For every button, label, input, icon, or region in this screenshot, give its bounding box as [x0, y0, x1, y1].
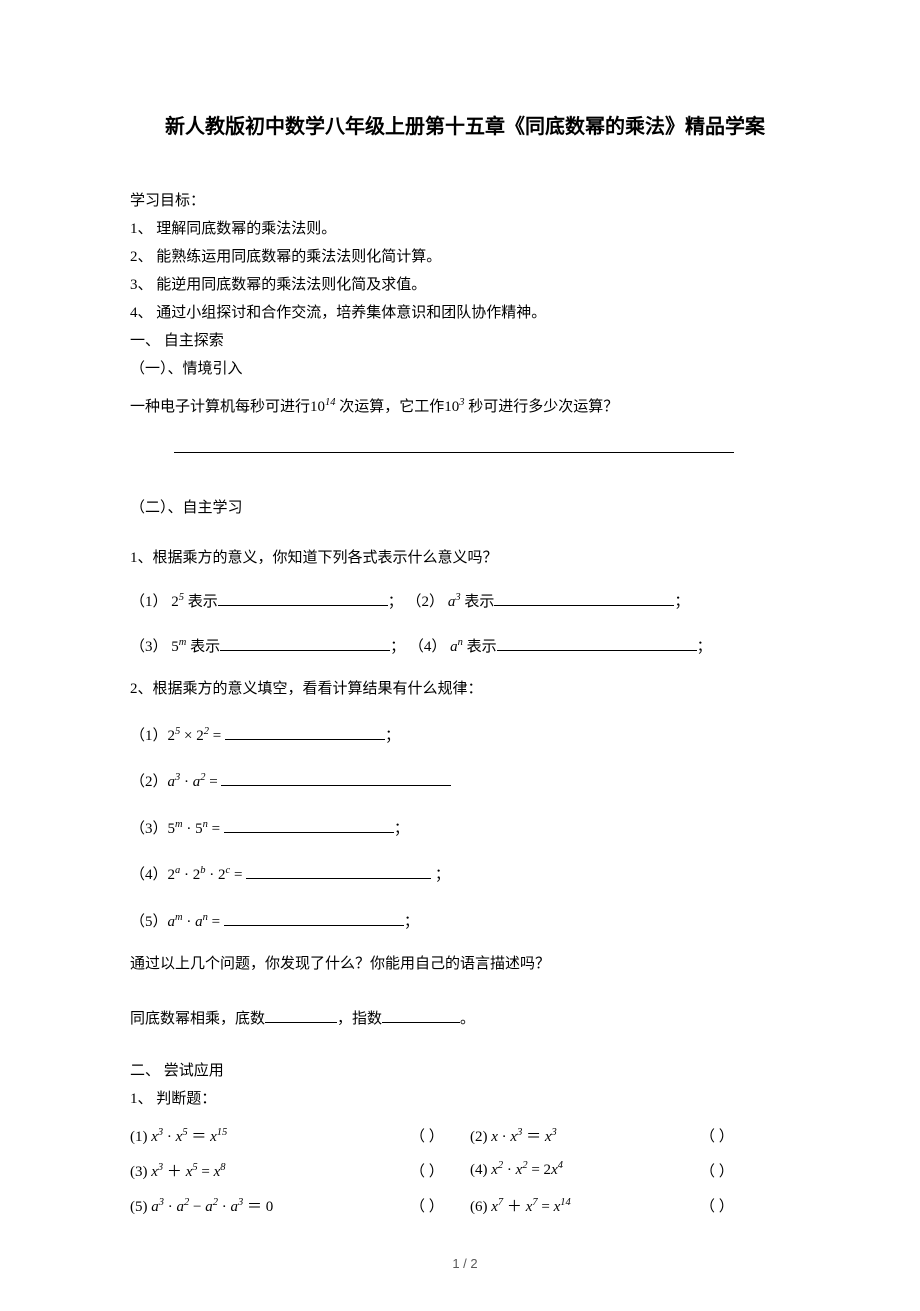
objective-item: 1、 理解同底数幂的乘法法则。: [130, 217, 800, 241]
tail: ；: [431, 867, 450, 883]
tf-num: (5): [130, 1199, 148, 1215]
math-expr: 5m · 5n: [168, 821, 208, 837]
q2-item: （5）am · an = ；: [130, 908, 800, 937]
rule-text-a: 同底数幂相乘，底数: [130, 1011, 265, 1027]
q2-item-num: （5）: [130, 914, 168, 930]
paren-mark: （ ）: [410, 1129, 444, 1145]
prompt-text-b: 次运算，它工作: [339, 399, 444, 415]
math-expr: 1014: [310, 399, 336, 415]
math-expr: a3 · a2: [168, 774, 206, 790]
objective-item: 3、 能逆用同底数幂的乘法法则化简及求值。: [130, 273, 800, 297]
tf-row: (1) x3 · x5 ＝ x15 （ ） (2) x · x3 ＝ x3 （ ）: [130, 1125, 800, 1146]
q1-item-num: （1）: [130, 594, 168, 610]
section-2-q1-heading: 1、 判断题：: [130, 1087, 800, 1111]
objective-text: 理解同底数幂的乘法法则。: [156, 221, 336, 237]
q1-row: （3） 5m 表示； （4） an 表示；: [130, 633, 800, 662]
answer-blank: [218, 605, 388, 606]
answer-blank: [494, 605, 674, 606]
objectives-heading: 学习目标：: [130, 189, 800, 213]
show-label: 表示: [464, 594, 494, 610]
objective-text: 能熟练运用同底数幂的乘法法则化简计算。: [156, 249, 441, 265]
answer-blank: [246, 878, 431, 879]
math-expr: am · an: [168, 914, 208, 930]
q2-item-num: （3）: [130, 821, 168, 837]
objective-text: 能逆用同底数幂的乘法法则化简及求值。: [156, 277, 426, 293]
tail: ；: [404, 914, 419, 930]
q2-item: （2）a3 · a2 =: [130, 768, 800, 797]
math-expr: 2a · 2b · 2c: [168, 867, 231, 883]
tail: ；: [385, 728, 400, 744]
q1-item-num: （3）: [130, 639, 168, 655]
question-2-text: 2、根据乘方的意义填空，看看计算结果有什么规律：: [130, 675, 800, 704]
math-expr: an: [450, 639, 463, 655]
paren-mark: （ ）: [410, 1199, 444, 1215]
math-expr: a3: [448, 594, 461, 610]
q2-list: （1）25 × 22 = ； （2）a3 · a2 = （3）5m · 5n = …: [130, 722, 800, 937]
objective-item: 4、 通过小组探讨和合作交流，培养集体意识和团队协作精神。: [130, 301, 800, 325]
section-1b-heading: （二）、自主学习: [130, 496, 800, 520]
objective-item: 2、 能熟练运用同底数幂的乘法法则化简计算。: [130, 245, 800, 269]
section-1-heading: 一、 自主探索: [130, 329, 800, 353]
q2-item: （3）5m · 5n = ；: [130, 815, 800, 844]
tf-num: (1): [130, 1129, 148, 1145]
paren-mark: （ ）: [700, 1199, 734, 1215]
answer-blank: [265, 1022, 337, 1023]
tf-num: (6): [470, 1199, 488, 1215]
answer-blank-line: [174, 438, 734, 453]
q2-followup: 通过以上几个问题，你发现了什么？你能用自己的语言描述吗？: [130, 950, 800, 979]
math-expr: a3 · a2 − a2 · a3 ＝ 0: [151, 1199, 273, 1215]
math-expr: x2 · x2 = 2x4: [491, 1162, 563, 1178]
tf-row: (3) x3 ＋ x5 = x8 （ ） (4) x2 · x2 = 2x4 （ ）: [130, 1160, 800, 1181]
tf-num: (3): [130, 1164, 148, 1180]
prompt-text-c: 秒可进行多少次运算？: [468, 399, 618, 415]
q2-item-num: （2）: [130, 774, 168, 790]
rule-text-c: 。: [460, 1011, 475, 1027]
math-expr: 5m: [171, 639, 186, 655]
problem-prompt: 一种电子计算机每秒可进行1014 次运算，它工作103 秒可进行多少次运算？: [130, 393, 800, 422]
math-expr: x3 ＋ x5 = x8: [151, 1164, 225, 1180]
q2-item: （1）25 × 22 = ；: [130, 722, 800, 751]
answer-blank: [221, 785, 451, 786]
paren-mark: （ ）: [700, 1129, 734, 1145]
question-1-text: 1、根据乘方的意义，你知道下列各式表示什么意义吗？: [130, 544, 800, 573]
paren-mark: （ ）: [700, 1164, 734, 1180]
section-2-heading: 二、 尝试应用: [130, 1059, 800, 1083]
show-label: 表示: [188, 594, 218, 610]
tf-num: (4): [470, 1162, 488, 1178]
tf-num: (2): [470, 1129, 488, 1145]
answer-blank: [225, 739, 385, 740]
tf-list: (1) x3 · x5 ＝ x15（ ）(2) x · x3 ＝ x3（ ）(3…: [130, 1125, 800, 1216]
math-expr: 25: [171, 594, 184, 610]
document-page: 新人教版初中数学八年级上册第十五章《同底数幂的乘法》精品学案 学习目标： 1、 …: [0, 0, 920, 1311]
answer-blank: [382, 1022, 460, 1023]
math-expr: 25 × 22: [168, 728, 209, 744]
answer-blank: [224, 832, 394, 833]
math-expr: x3 · x5 ＝ x15: [151, 1129, 227, 1145]
q2-item-num: （4）: [130, 867, 168, 883]
objective-text: 通过小组探讨和合作交流，培养集体意识和团队协作精神。: [156, 305, 546, 321]
show-label: 表示: [467, 639, 497, 655]
math-expr: x7 ＋ x7 = x14: [491, 1199, 571, 1215]
page-title: 新人教版初中数学八年级上册第十五章《同底数幂的乘法》精品学案: [130, 110, 800, 139]
paren-mark: （ ）: [410, 1164, 444, 1180]
q1-item-num: （2）: [407, 594, 445, 610]
tf-row: (5) a3 · a2 − a2 · a3 ＝ 0 （ ） (6) x7 ＋ x7 …: [130, 1195, 800, 1216]
show-label: 表示: [190, 639, 220, 655]
prompt-text-a: 一种电子计算机每秒可进行: [130, 399, 310, 415]
answer-blank: [220, 650, 390, 651]
q2-item-num: （1）: [130, 728, 168, 744]
answer-blank: [497, 650, 697, 651]
section-1a-heading: （一）、情境引入: [130, 357, 800, 381]
rule-text-b: ，指数: [337, 1011, 382, 1027]
q2-rule-line: 同底数幂相乘，底数 ，指数 。: [130, 1005, 800, 1034]
page-footer: 1 / 2: [130, 1256, 800, 1271]
q1-item-num: （4）: [409, 639, 447, 655]
math-expr: x · x3 ＝ x3: [491, 1129, 557, 1145]
math-expr: 103: [444, 399, 464, 415]
q1-row: （1） 25 表示； （2） a3 表示；: [130, 588, 800, 617]
answer-blank: [224, 925, 404, 926]
tail: ；: [394, 821, 409, 837]
q2-item: （4）2a · 2b · 2c = ；: [130, 861, 800, 890]
